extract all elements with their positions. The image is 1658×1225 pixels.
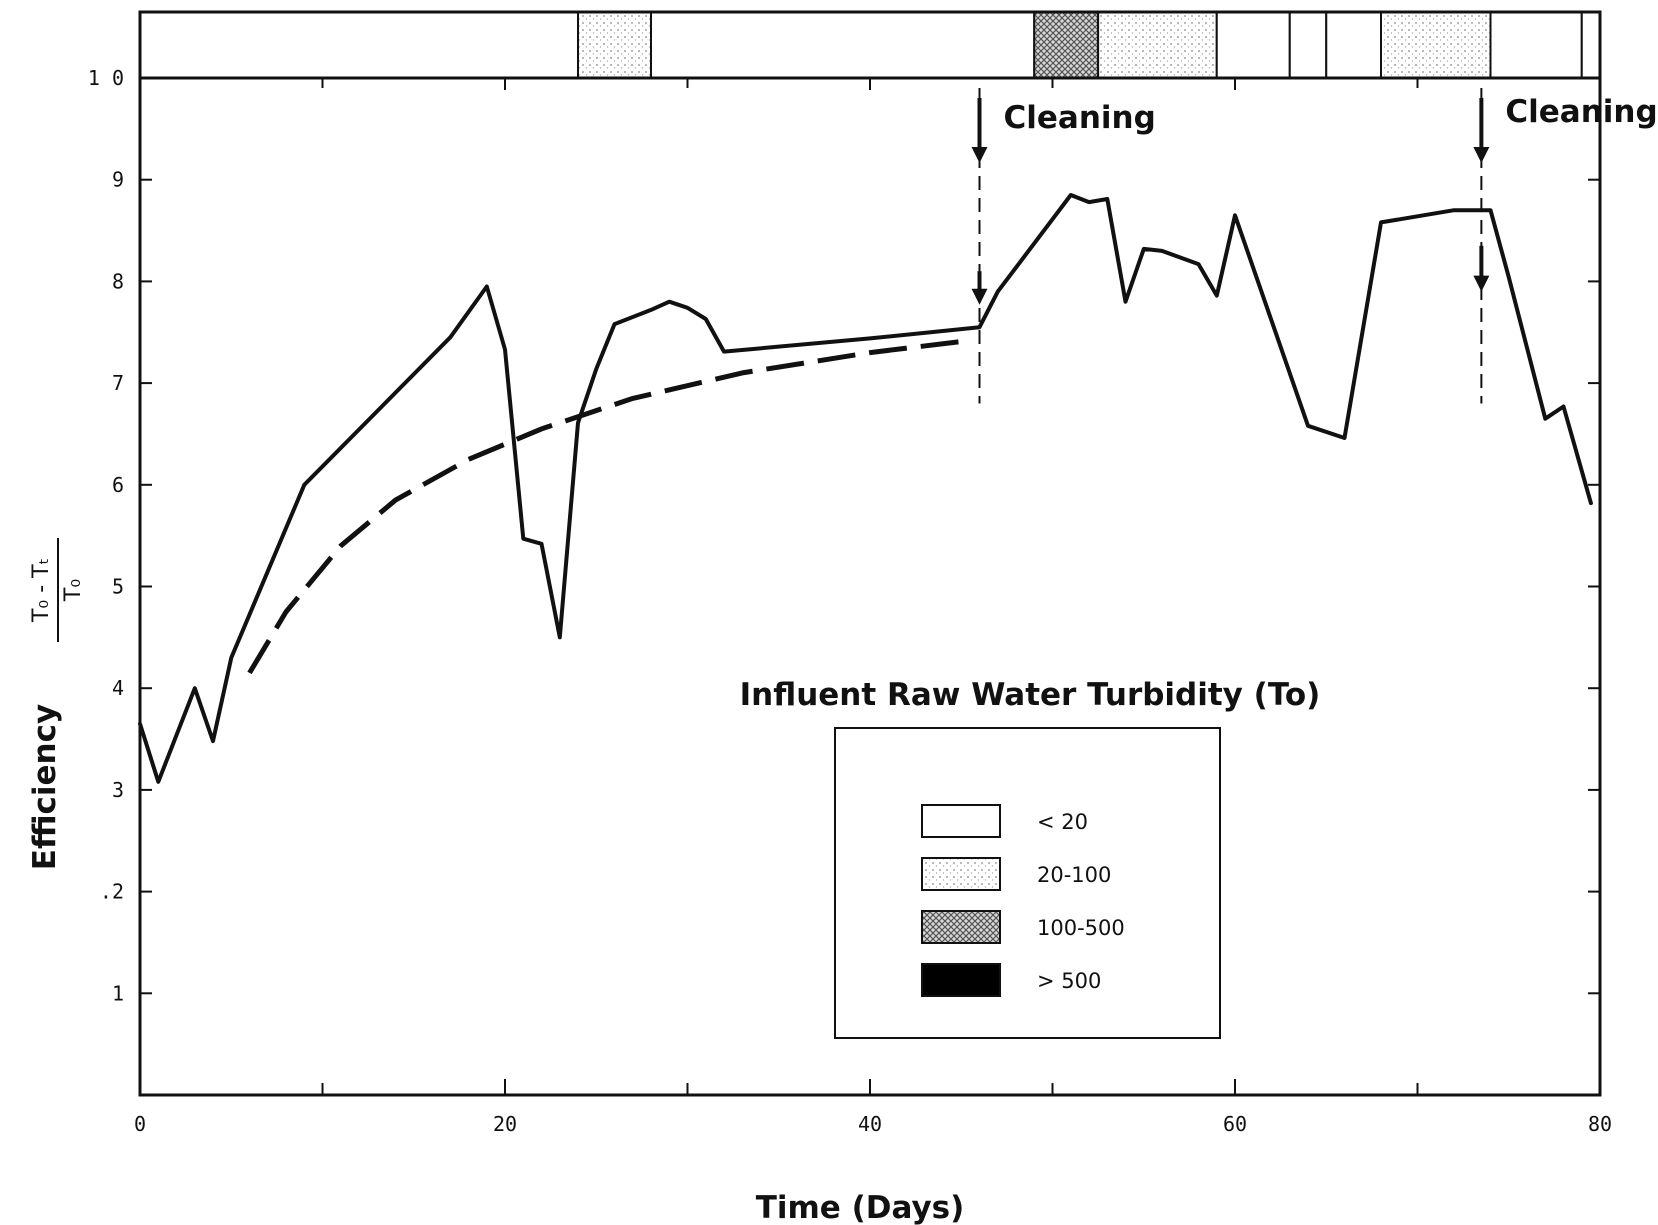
- turbidity-band-segment: [1097, 11, 1218, 79]
- turbidity-band-segment: [1033, 11, 1100, 79]
- turbidity-band-segment: [139, 11, 579, 79]
- legend-swatch: [921, 804, 1001, 838]
- x-tick-label: 0: [134, 1112, 146, 1136]
- turbidity-band-segment: [1489, 11, 1583, 79]
- y-tick-label: 1: [112, 981, 124, 1005]
- x-tick-label: 40: [858, 1112, 882, 1136]
- turbidity-band-segment: [1215, 11, 1291, 79]
- legend-items: < 20 20-100 100-500 > 500: [921, 804, 1125, 997]
- y-tick-label: .2: [100, 880, 124, 904]
- cleaning-label: Cleaning: [1505, 94, 1657, 130]
- y-tick-label: 8: [112, 269, 124, 293]
- series-dashed-line: [247, 337, 971, 675]
- turbidity-band-segment: [577, 11, 652, 79]
- y-tick-label: 6: [112, 473, 124, 497]
- y-axis-title: Efficiency: [27, 704, 63, 870]
- legend-label: > 500: [1037, 969, 1101, 993]
- x-tick-label: 60: [1223, 1112, 1247, 1136]
- cleaning-label: Cleaning: [1004, 100, 1156, 136]
- cleaning-annotations: Cleaning Cleaning: [971, 88, 1658, 404]
- y-tick-label: 1 0: [88, 66, 124, 90]
- cleaning-arrow-head: [1473, 147, 1490, 163]
- y-tick-label: 4: [112, 676, 124, 700]
- legend-box: [834, 727, 1221, 1039]
- y-tick-label: 7: [112, 371, 124, 395]
- y-tick-label: 9: [112, 168, 124, 192]
- cleaning-reset-arrow-head: [971, 288, 988, 305]
- turbidity-band-segment: [1288, 11, 1328, 79]
- y-axis-ticks: 1 .2 3 4 5 6 7 8 9 1 0: [88, 66, 1600, 1005]
- legend-swatch: [921, 857, 1001, 891]
- turbidity-band: [138, 10, 1602, 80]
- series-solid-line: [138, 193, 1593, 784]
- y-tick-label: 3: [112, 778, 124, 802]
- turbidity-band-segment: [650, 11, 1036, 79]
- turbidity-band-segment: [1580, 11, 1601, 79]
- x-tick-label: 20: [493, 1112, 517, 1136]
- legend-title: Influent Raw Water Turbidity (To): [740, 677, 1321, 713]
- legend-label: < 20: [1037, 810, 1088, 834]
- y-axis-formula-numerator: T₀ - Tₜ: [29, 558, 54, 623]
- cleaning-arrow-head: [971, 147, 988, 163]
- turbidity-band-segment: [1325, 11, 1382, 79]
- cleaning-reset-arrow-head: [1473, 275, 1490, 292]
- legend-label: 100-500: [1037, 916, 1125, 940]
- x-axis-title: Time (Days): [756, 1190, 965, 1225]
- x-tick-label: 80: [1588, 1112, 1612, 1136]
- y-tick-label: 5: [112, 575, 124, 599]
- series-layer: [138, 193, 1593, 784]
- y-axis-formula-denominator: T₀: [61, 579, 86, 602]
- y-axis-formula: T₀ - Tₜ T₀: [29, 538, 86, 642]
- x-axis-ticks: 0 20 40 60 80: [134, 78, 1612, 1136]
- legend-swatch: [921, 910, 1001, 944]
- turbidity-band-segment: [1380, 11, 1492, 79]
- legend-swatch: [921, 963, 1001, 997]
- legend-label: 20-100: [1037, 863, 1111, 887]
